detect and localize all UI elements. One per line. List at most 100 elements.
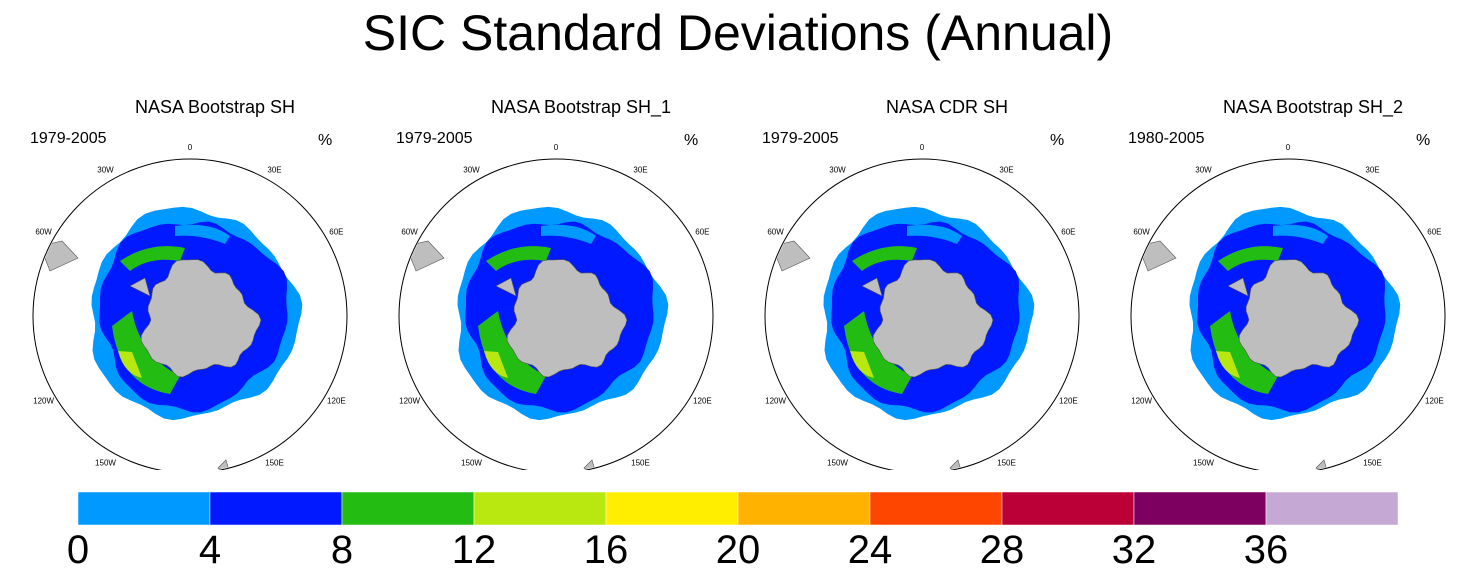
longitude-label: 120W bbox=[399, 397, 420, 406]
panel-title: NASA CDR SH bbox=[885, 97, 1009, 117]
time-period-label: 1980-2005 bbox=[1128, 130, 1205, 147]
antarctic-peninsula bbox=[129, 277, 151, 297]
sic-band-8-12 bbox=[1210, 311, 1278, 394]
antarctica-landmass bbox=[1238, 259, 1360, 378]
longitude-label: 60E bbox=[329, 228, 343, 237]
longitude-label: 120W bbox=[33, 397, 54, 406]
longitude-label: 150W bbox=[1193, 458, 1214, 467]
longitude-label: 30W bbox=[829, 166, 846, 175]
antarctic-peninsula bbox=[495, 277, 517, 297]
colorbar-segment bbox=[1001, 492, 1135, 526]
longitude-label: 30W bbox=[463, 166, 480, 175]
new-zealand-fragment bbox=[949, 459, 963, 470]
map-panel: NASA Bootstrap SH030E60E90E120E150E18015… bbox=[30, 90, 400, 470]
sic-band-8-12 bbox=[486, 246, 551, 271]
longitude-label: 150E bbox=[1363, 458, 1382, 467]
longitude-label: 0 bbox=[554, 143, 559, 152]
longitude-label: 120W bbox=[765, 397, 786, 406]
colorbar-tick-label: 24 bbox=[847, 528, 893, 572]
longitude-label: 60W bbox=[767, 228, 784, 237]
unit-label: % bbox=[684, 132, 699, 149]
south-america-tip bbox=[405, 240, 445, 272]
time-period-label: 1979-2005 bbox=[30, 130, 107, 147]
sic-band-0-4 bbox=[1273, 224, 1328, 244]
colorbar-tick-label: 36 bbox=[1243, 528, 1289, 572]
sic-band-8-12 bbox=[112, 311, 180, 394]
colorbar-tick-label: 16 bbox=[583, 528, 629, 572]
unit-label: % bbox=[1050, 132, 1065, 149]
south-america-tip bbox=[39, 240, 79, 272]
longitude-label: 60W bbox=[1133, 228, 1150, 237]
colorbar-tick-label: 8 bbox=[330, 528, 354, 572]
colorbar-segment bbox=[473, 492, 607, 526]
sic-band-0-4 bbox=[175, 224, 230, 244]
sic-band-0-4 bbox=[541, 224, 596, 244]
antarctic-peninsula bbox=[861, 277, 883, 297]
panel-title: NASA Bootstrap SH bbox=[134, 97, 296, 117]
longitude-label: 0 bbox=[188, 143, 193, 152]
longitude-label: 150E bbox=[997, 458, 1016, 467]
sic-band-12-16 bbox=[850, 351, 874, 378]
antarctica-landmass bbox=[140, 259, 262, 378]
colorbar-tick-label: 0 bbox=[66, 528, 90, 572]
polar-map: 030E60E90E120E150E180150W120W90W60W30W bbox=[764, 143, 1080, 470]
panel-title: NASA Bootstrap SH_2 bbox=[1222, 97, 1404, 117]
colorbar-tick-label: 4 bbox=[198, 528, 222, 572]
south-america-tip bbox=[1137, 240, 1177, 272]
longitude-label: 150W bbox=[827, 458, 848, 467]
colorbar-segment bbox=[341, 492, 475, 526]
longitude-label: 0 bbox=[920, 143, 925, 152]
longitude-label: 150E bbox=[631, 458, 650, 467]
panel-title: NASA Bootstrap SH_1 bbox=[490, 97, 672, 117]
new-zealand-fragment bbox=[217, 459, 231, 470]
sic-band-0-4 bbox=[907, 224, 962, 244]
longitude-label: 150W bbox=[95, 458, 116, 467]
colorbar-tick-label: 20 bbox=[715, 528, 761, 572]
polar-map: 030E60E90E120E150E180150W120W90W60W30W bbox=[398, 143, 714, 470]
sic-band-8-12 bbox=[120, 246, 185, 271]
antarctica-landmass bbox=[872, 259, 994, 378]
colorbar-tick-label: 32 bbox=[1111, 528, 1157, 572]
longitude-label: 120E bbox=[327, 397, 346, 406]
longitude-label: 30E bbox=[633, 166, 647, 175]
polar-map: 030E60E90E120E150E180150W120W90W60W30W bbox=[32, 143, 348, 470]
sic-band-12-16 bbox=[484, 351, 508, 378]
longitude-label: 60E bbox=[695, 228, 709, 237]
colorbar-segment bbox=[1133, 492, 1267, 526]
longitude-label: 120W bbox=[1131, 397, 1152, 406]
longitude-label: 60W bbox=[35, 228, 52, 237]
longitude-label: 30W bbox=[97, 166, 114, 175]
south-america-tip bbox=[771, 240, 811, 272]
colorbar-segment bbox=[869, 492, 1003, 526]
polar-map: 030E60E90E120E150E180150W120W90W60W30W bbox=[1130, 143, 1446, 470]
map-panel: NASA Bootstrap SH_2030E60E90E120E150E180… bbox=[1128, 90, 1476, 470]
longitude-label: 30W bbox=[1195, 166, 1212, 175]
colorbar-segment bbox=[209, 492, 343, 526]
sic-band-8-12 bbox=[1218, 246, 1283, 271]
sic-band-8-12 bbox=[844, 311, 912, 394]
colorbar bbox=[78, 492, 1398, 526]
colorbar-segment bbox=[605, 492, 739, 526]
longitude-label: 60E bbox=[1061, 228, 1075, 237]
colorbar-segment bbox=[78, 492, 211, 526]
longitude-label: 60E bbox=[1427, 228, 1441, 237]
longitude-label: 30E bbox=[1365, 166, 1379, 175]
sic-band-12-16 bbox=[118, 351, 142, 378]
time-period-label: 1979-2005 bbox=[762, 130, 839, 147]
longitude-label: 120E bbox=[1425, 397, 1444, 406]
longitude-label: 120E bbox=[1059, 397, 1078, 406]
colorbar-tick-label: 12 bbox=[451, 528, 497, 572]
map-panel: NASA Bootstrap SH_1030E60E90E120E150E180… bbox=[396, 90, 766, 470]
colorbar-segment bbox=[737, 492, 871, 526]
map-panel: NASA CDR SH030E60E90E120E150E180150W120W… bbox=[762, 90, 1132, 470]
longitude-label: 30E bbox=[267, 166, 281, 175]
longitude-label: 120E bbox=[693, 397, 712, 406]
new-zealand-fragment bbox=[1315, 459, 1329, 470]
colorbar-segment bbox=[1265, 492, 1398, 526]
longitude-label: 60W bbox=[401, 228, 418, 237]
antarctic-peninsula bbox=[1227, 277, 1249, 297]
longitude-label: 30E bbox=[999, 166, 1013, 175]
time-period-label: 1979-2005 bbox=[396, 130, 473, 147]
longitude-label: 150E bbox=[265, 458, 284, 467]
sic-band-8-12 bbox=[478, 311, 546, 394]
